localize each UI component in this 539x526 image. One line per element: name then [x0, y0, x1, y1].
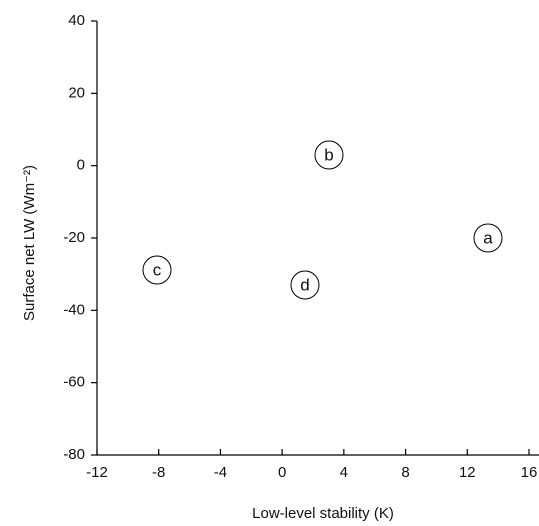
axes	[96, 21, 539, 456]
y-tick-label: -40	[63, 301, 85, 318]
y-tick-label: 20	[68, 84, 85, 101]
y-axis-label: Surface net LW (Wm⁻²)	[21, 165, 38, 321]
annotation-label: b	[324, 145, 333, 164]
annotation-circle	[290, 270, 320, 300]
y-tick-label: 0	[77, 157, 85, 174]
x-tick-label: -4	[214, 464, 227, 481]
annotation-circle	[314, 140, 344, 170]
y-tick-label: -80	[63, 446, 85, 463]
annotation-label: d	[300, 275, 309, 294]
x-tick-label: 8	[401, 464, 409, 481]
x-tick-label: 0	[278, 464, 286, 481]
annotation: b	[314, 140, 344, 170]
annotation: a	[473, 223, 503, 253]
annotation: d	[290, 270, 320, 300]
annotation-circle	[473, 223, 503, 253]
x-tick-label: 4	[340, 464, 348, 481]
y-tick-label: 40	[68, 12, 85, 29]
y-tick-label: -60	[63, 374, 85, 391]
x-axis-label: Low-level stability (K)	[252, 505, 394, 522]
annotation: c	[142, 255, 172, 285]
x-tick-label: -8	[152, 464, 165, 481]
annotation-circle	[142, 255, 172, 285]
y-tick-label: -20	[63, 229, 85, 246]
x-tick-label: 12	[459, 464, 476, 481]
annotation-label: c	[153, 260, 162, 279]
x-tick-label: 16	[521, 464, 538, 481]
annotation-label: a	[483, 228, 493, 247]
x-tick-label: -12	[86, 464, 108, 481]
